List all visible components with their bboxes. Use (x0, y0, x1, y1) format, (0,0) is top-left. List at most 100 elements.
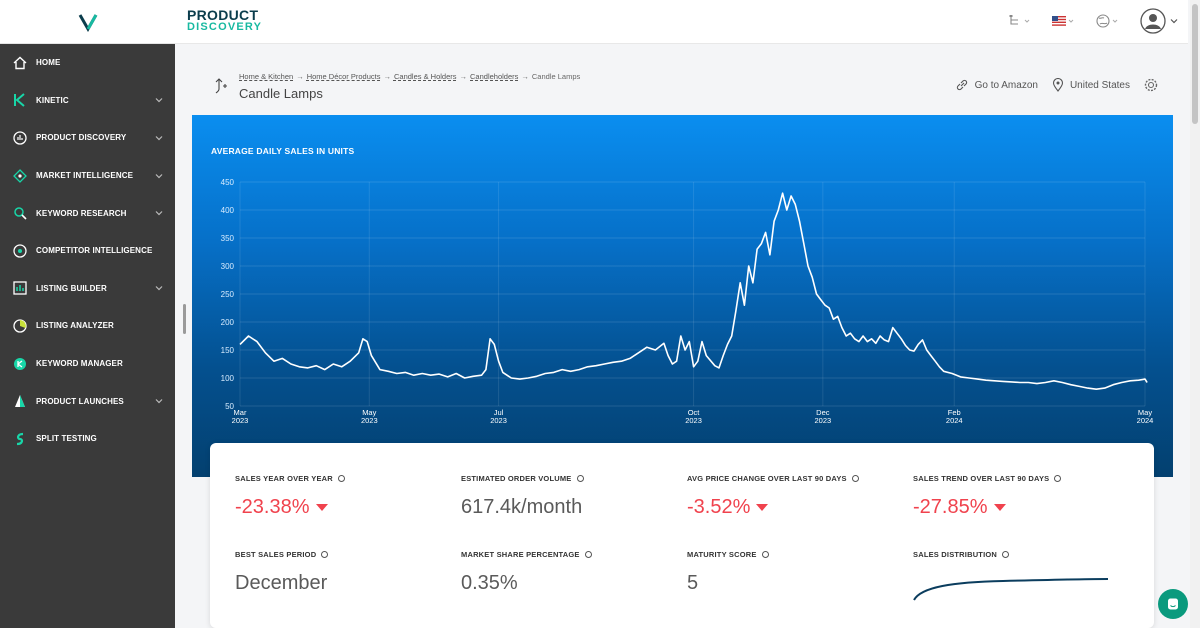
brand-line-1: PRODUCT (187, 7, 259, 23)
chart-title: AVERAGE DAILY SALES IN UNITS (211, 146, 355, 156)
y-tick-label: 250 (221, 290, 235, 299)
sidebar-item-label: HOME (36, 58, 61, 68)
stats-card: SALES YEAR OVER YEAR -23.38% ESTIMATED O… (210, 443, 1154, 628)
stat-value: -23.38% (235, 496, 310, 518)
breadcrumb-link[interactable]: Candles & Holders (393, 72, 457, 81)
keyword-research-icon (12, 205, 28, 221)
sidebar-item-label: MARKET INTELLIGENCE (36, 171, 134, 181)
sidebar-item-listing-builder[interactable]: LISTING BUILDER (0, 270, 175, 308)
chevron-down-icon (1170, 19, 1178, 24)
x-tick-label: 2023 (232, 416, 249, 425)
help-icon[interactable] (337, 475, 345, 482)
sidebar-nav: HOME KINETIC PRODUCT DISCOVERY MARKET IN… (0, 44, 175, 458)
breadcrumb-link[interactable]: Home & Kitchen (239, 72, 294, 81)
top-actions (1008, 8, 1178, 34)
stat-label: AVG PRICE CHANGE OVER LAST 90 DAYS (687, 474, 847, 483)
sidebar-item-label: LISTING ANALYZER (36, 321, 114, 331)
sidebar-item-label: KEYWORD RESEARCH (36, 208, 127, 218)
breadcrumb-arrow: → (521, 72, 529, 81)
help-icon[interactable] (584, 551, 592, 558)
stat-maturity-score: MATURITY SCORE 5 (687, 550, 897, 595)
breadcrumb: Home & Kitchen → Home Décor Products → Candl… (239, 72, 580, 81)
language-menu[interactable] (1096, 14, 1118, 28)
trend-down-icon (756, 504, 769, 511)
x-tick-label: 2023 (815, 416, 832, 425)
stat-avg-price-change: AVG PRICE CHANGE OVER LAST 90 DAYS -3.52… (687, 474, 897, 519)
sidebar-item-product-discovery[interactable]: PRODUCT DISCOVERY (0, 119, 175, 157)
sidebar-item-competitor-intelligence[interactable]: COMPETITOR INTELLIGENCE (0, 232, 175, 270)
app-logo[interactable] (0, 0, 175, 44)
stat-sales-distribution: SALES DISTRIBUTION (913, 550, 1123, 606)
stat-market-share: MARKET SHARE PERCENTAGE 0.35% (461, 550, 671, 595)
trend-down-icon (993, 504, 1006, 511)
scrollbar-thumb[interactable] (1192, 4, 1198, 124)
help-icon[interactable] (1054, 475, 1062, 482)
product-brand: PRODUCT DISCOVERY (187, 7, 263, 33)
sidebar-item-product-launches[interactable]: PRODUCT LAUNCHES (0, 382, 175, 420)
settings-icon[interactable] (1144, 78, 1158, 92)
chevron-down-icon (155, 211, 163, 216)
chevron-down-icon (1112, 19, 1118, 23)
sidebar-item-kinetic[interactable]: KINETIC (0, 82, 175, 120)
country-flag-menu[interactable] (1052, 16, 1074, 26)
stat-value: -3.52% (687, 496, 751, 518)
stat-label: SALES TREND OVER LAST 90 DAYS (913, 474, 1050, 483)
breadcrumb-row: Home & Kitchen → Home Décor Products → Candl… (192, 66, 1182, 106)
breadcrumb-link[interactable]: Home Décor Products (306, 72, 381, 81)
breadcrumb-arrow: → (296, 72, 304, 81)
y-tick-label: 350 (221, 234, 235, 243)
average-daily-sales-chart[interactable]: 50100150200250300350400450Mar2023May2023… (192, 115, 1173, 477)
category-tree-icon[interactable] (214, 78, 228, 94)
page-scrollbar[interactable] (1190, 0, 1200, 628)
split-testing-icon (12, 431, 28, 447)
chevron-down-icon (155, 136, 163, 141)
go-to-amazon-link[interactable]: Go to Amazon (955, 78, 1038, 92)
stat-label: BEST SALES PERIOD (235, 550, 317, 559)
link-icon (956, 79, 967, 91)
sidebar-item-label: KEYWORD MANAGER (36, 359, 123, 369)
top-header: PRODUCT DISCOVERY (175, 0, 1188, 44)
market-intelligence-icon (12, 168, 28, 184)
sidebar-item-keyword-research[interactable]: KEYWORD RESEARCH (0, 194, 175, 232)
brand-line-2: DISCOVERY (187, 21, 263, 33)
x-tick-label: May (1138, 408, 1152, 417)
sidebar-item-home[interactable]: HOME (0, 44, 175, 82)
help-icon[interactable] (761, 551, 769, 558)
go-to-amazon-label: Go to Amazon (974, 79, 1038, 91)
stat-best-sales-period: BEST SALES PERIOD December (235, 550, 445, 595)
chat-button[interactable] (1158, 589, 1188, 619)
hierarchy-menu[interactable] (1008, 14, 1030, 28)
y-tick-label: 300 (221, 262, 235, 271)
breadcrumb-current: Candle Lamps (531, 72, 581, 81)
page-title: Candle Lamps (239, 86, 323, 101)
sidebar-item-listing-analyzer[interactable]: LISTING ANALYZER (0, 307, 175, 345)
chevron-down-icon (155, 98, 163, 103)
marketplace-label: United States (1069, 79, 1130, 91)
user-menu[interactable] (1140, 8, 1178, 34)
y-tick-label: 100 (221, 374, 235, 383)
help-icon[interactable] (1002, 551, 1010, 558)
location-pin-icon (1052, 78, 1064, 92)
x-tick-label: Jul (494, 408, 504, 417)
sales-distribution-sparkline (913, 578, 1109, 601)
sales-chart-panel: AVERAGE DAILY SALES IN UNITS 50 100 150 200… (192, 115, 1173, 477)
y-tick-label: 450 (221, 178, 235, 187)
sidebar-item-keyword-manager[interactable]: KEYWORD MANAGER (0, 345, 175, 383)
help-icon[interactable] (321, 551, 329, 558)
viral-logo-icon (78, 13, 97, 32)
x-tick-label: May (362, 408, 376, 417)
avatar-icon (1140, 8, 1166, 34)
product-discovery-icon (12, 130, 28, 146)
stat-order-volume: ESTIMATED ORDER VOLUME 617.4k/month (461, 474, 671, 519)
breadcrumb-link[interactable]: Candleholders (470, 72, 519, 81)
stat-label: SALES DISTRIBUTION (913, 550, 998, 559)
sidebar-item-split-testing[interactable]: SPLIT TESTING (0, 420, 175, 458)
x-tick-label: Dec (816, 408, 830, 417)
listing-analyzer-icon (12, 318, 28, 334)
sidebar-resize-handle[interactable] (183, 304, 186, 334)
help-icon[interactable] (851, 475, 859, 482)
help-icon[interactable] (576, 475, 584, 482)
marketplace-selector[interactable]: United States (1052, 78, 1130, 92)
sidebar-item-market-intelligence[interactable]: MARKET INTELLIGENCE (0, 157, 175, 195)
y-tick-label: 200 (221, 318, 235, 327)
